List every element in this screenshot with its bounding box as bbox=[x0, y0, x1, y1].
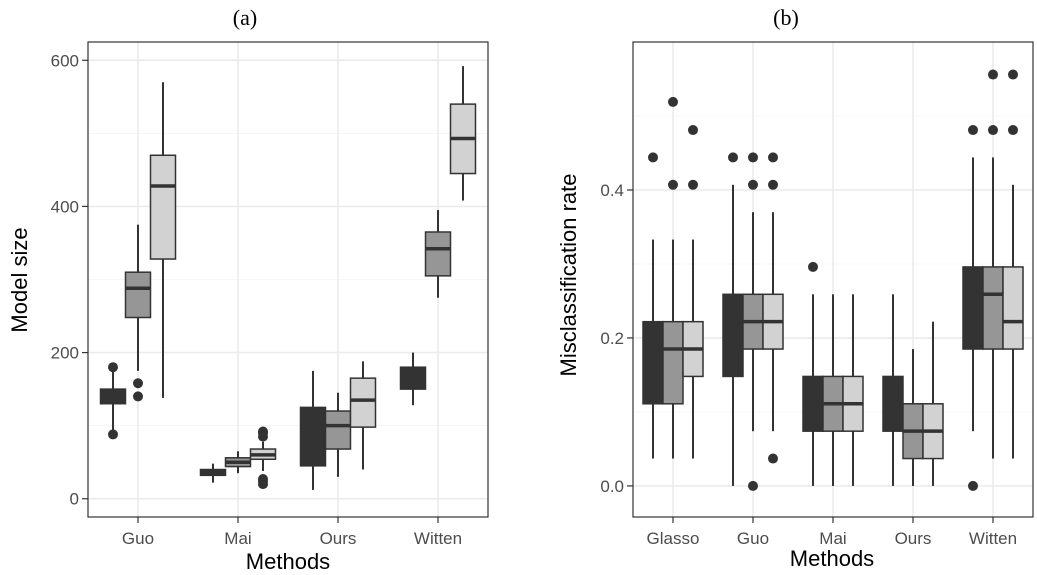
panel-a-y-ticks: 0 200 400 600 bbox=[51, 51, 88, 509]
box-body bbox=[399, 366, 427, 390]
box-outlier-point bbox=[1008, 69, 1018, 80]
panel-b-y-axis-title: Misclassification rate bbox=[556, 174, 581, 377]
panel-b-boxes bbox=[642, 69, 1024, 491]
box-outlier-point bbox=[668, 179, 678, 190]
panel-b-x-ticks: Glasso Guo Mai Ours Witten bbox=[647, 517, 1017, 548]
box-outlier-point bbox=[748, 480, 758, 491]
x-tick-label: Guo bbox=[122, 529, 154, 548]
box-outlier-point bbox=[728, 152, 738, 163]
y-tick-label: 0 bbox=[70, 490, 79, 509]
box-outlier-point bbox=[133, 391, 143, 402]
box-outlier-point bbox=[768, 152, 778, 163]
box-body bbox=[349, 377, 377, 428]
box-outlier-point bbox=[988, 125, 998, 136]
box-body bbox=[962, 266, 984, 350]
panel-b: (b) 0.0 0.2 0.4 Glasso Guo Mai Ours Witten Met… bbox=[556, 5, 1034, 571]
x-tick-label: Mai bbox=[819, 529, 846, 548]
box-body bbox=[982, 266, 1004, 350]
box-outlier-point bbox=[748, 179, 758, 190]
x-tick-label: Witten bbox=[414, 529, 462, 548]
x-tick-label: Mai bbox=[224, 529, 251, 548]
box-outlier-point bbox=[133, 378, 143, 389]
y-tick-label: 0.4 bbox=[600, 181, 624, 200]
panel-b-x-axis-title: Methods bbox=[790, 546, 874, 571]
box-outlier-point bbox=[108, 429, 118, 440]
panel-a-x-axis-title: Methods bbox=[246, 549, 330, 574]
box-guo-s1 bbox=[99, 362, 127, 440]
panel-a-x-ticks: Guo Mai Ours Witten bbox=[122, 517, 462, 548]
box-outlier-point bbox=[108, 362, 118, 373]
box-outlier-point bbox=[748, 152, 758, 163]
box-body bbox=[1002, 266, 1024, 350]
panel-a-y-axis-title: Model size bbox=[7, 227, 32, 332]
panel-a-boxes bbox=[99, 66, 477, 490]
y-tick-label: 0.2 bbox=[600, 329, 624, 348]
box-outlier-point bbox=[688, 179, 698, 190]
box-ours-s3 bbox=[349, 361, 377, 470]
box-outlier-point bbox=[808, 261, 818, 272]
box-outlier-point bbox=[768, 453, 778, 464]
box-mai-s2 bbox=[224, 451, 252, 474]
box-guo-s3 bbox=[762, 152, 784, 464]
x-tick-label: Ours bbox=[320, 529, 357, 548]
box-glasso-s1 bbox=[642, 152, 664, 459]
box-glasso-s2 bbox=[662, 96, 684, 459]
box-witten-s2 bbox=[982, 69, 1004, 459]
box-body bbox=[149, 154, 177, 260]
box-outlier-point bbox=[768, 179, 778, 190]
box-outlier-point bbox=[258, 431, 268, 442]
y-tick-label: 400 bbox=[51, 197, 79, 216]
box-guo-s3 bbox=[149, 82, 177, 398]
box-mai-s2 bbox=[822, 294, 844, 486]
box-outlier-point bbox=[668, 96, 678, 107]
box-guo-s1 bbox=[722, 152, 744, 486]
box-ours-s1 bbox=[299, 370, 327, 490]
x-tick-label: Ours bbox=[895, 529, 932, 548]
box-guo-s2 bbox=[742, 152, 764, 491]
box-witten-s1 bbox=[399, 352, 427, 406]
box-body bbox=[324, 410, 352, 450]
box-ours-s3 bbox=[922, 321, 944, 486]
box-ours-s2 bbox=[902, 349, 924, 486]
box-outlier-point bbox=[258, 474, 268, 484]
box-witten-s3 bbox=[449, 66, 477, 201]
box-outlier-point bbox=[988, 69, 998, 80]
box-witten-s3 bbox=[1002, 69, 1024, 459]
box-outlier-point bbox=[648, 152, 658, 163]
box-outlier-point bbox=[968, 125, 978, 136]
box-witten-s1 bbox=[962, 125, 984, 491]
box-body bbox=[124, 271, 152, 319]
y-tick-label: 0.0 bbox=[600, 477, 624, 496]
box-witten-s2 bbox=[424, 210, 452, 298]
x-tick-label: Witten bbox=[969, 529, 1017, 548]
y-tick-label: 200 bbox=[51, 344, 79, 363]
panel-a-title: (a) bbox=[233, 5, 257, 30]
box-mai-s3 bbox=[842, 294, 864, 486]
x-tick-label: Glasso bbox=[647, 529, 700, 548]
box-body bbox=[722, 293, 744, 378]
box-body bbox=[299, 406, 327, 467]
box-guo-s2 bbox=[124, 224, 152, 402]
box-mai-s3 bbox=[249, 426, 277, 490]
panel-b-y-ticks: 0.0 0.2 0.4 bbox=[600, 181, 633, 496]
box-outlier-point bbox=[688, 125, 698, 136]
panel-b-title: (b) bbox=[773, 5, 799, 30]
box-ours-s2 bbox=[324, 392, 352, 477]
x-tick-label: Guo bbox=[737, 529, 769, 548]
box-glasso-s3 bbox=[682, 125, 704, 459]
box-ours-s1 bbox=[882, 294, 904, 486]
box-mai-s1 bbox=[199, 463, 227, 483]
box-body bbox=[642, 320, 664, 405]
y-tick-label: 600 bbox=[51, 51, 79, 70]
box-mai-s1 bbox=[802, 261, 824, 486]
box-outlier-point bbox=[1008, 125, 1018, 136]
panel-a-plot-border bbox=[87, 41, 489, 518]
box-outlier-point bbox=[968, 480, 978, 491]
box-body bbox=[662, 320, 684, 405]
box-body bbox=[424, 231, 452, 277]
